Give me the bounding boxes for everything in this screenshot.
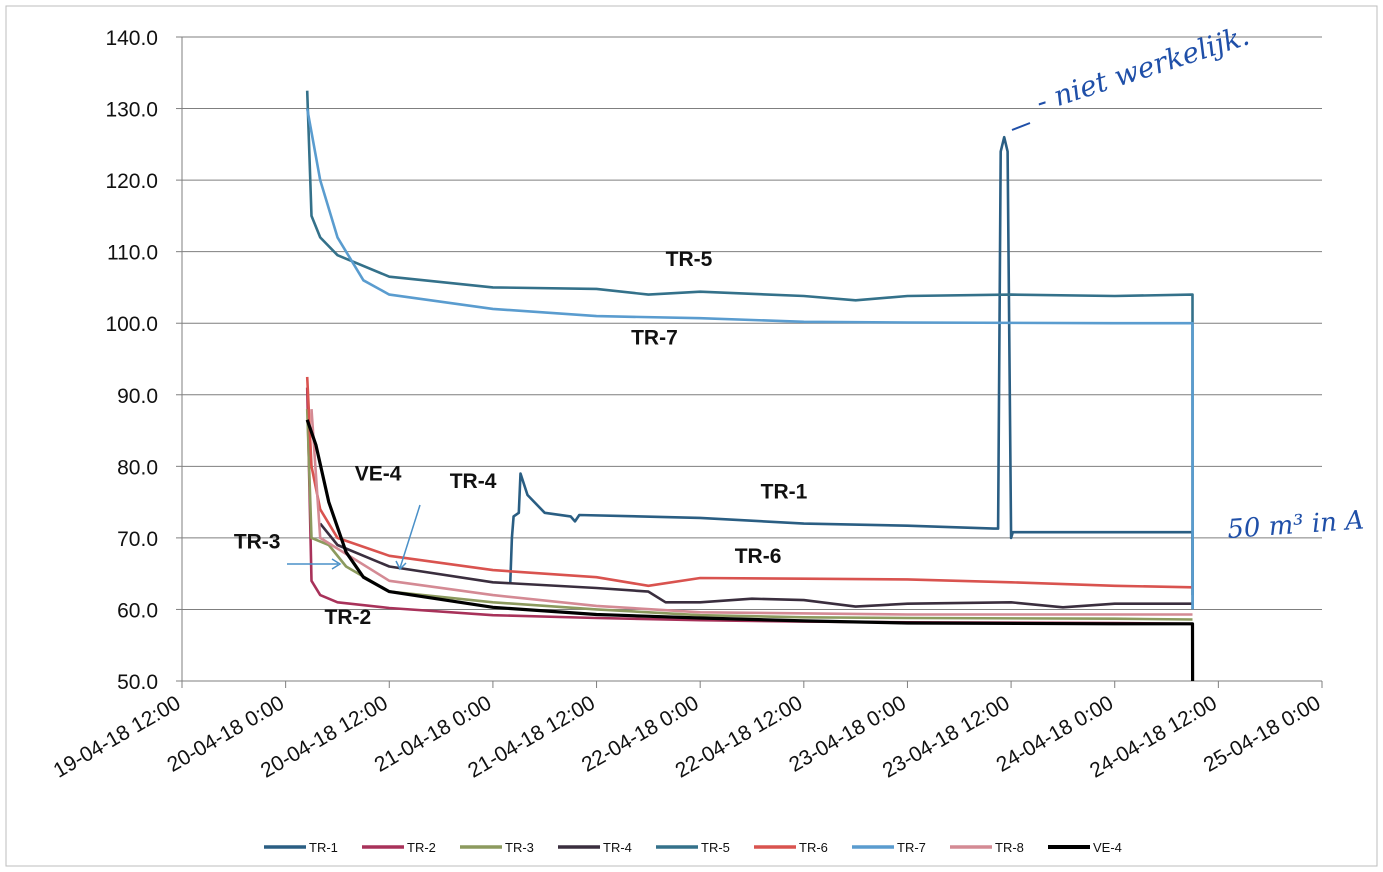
series-line-tr-5	[305, 90, 1194, 610]
annotation-tr-5: TR-5	[666, 248, 713, 271]
legend: TR-1 TR-2 TR-3 TR-4 TR-5 TR-6 TR-7 TR-8 VE-4	[264, 840, 1122, 855]
legend-label-tr-3: TR-3	[505, 840, 534, 855]
y-tick-label: 80.0	[117, 456, 158, 479]
annotation-tr-7: TR-7	[631, 327, 678, 350]
y-tick-label: 110.0	[107, 242, 158, 265]
handwritten-dash	[1011, 122, 1031, 131]
legend-label-ve-4: VE-4	[1093, 840, 1122, 855]
y-tick-label: 130.0	[105, 99, 158, 122]
chart-frame	[5, 5, 1378, 867]
series-lines	[305, 90, 1195, 682]
annotation-tr-1: TR-1	[761, 481, 808, 504]
series-line-tr-3	[305, 409, 1193, 621]
y-tick-label: 100.0	[105, 313, 158, 336]
y-tick-label: 140.0	[105, 27, 158, 50]
series-line-ve-4	[305, 419, 1195, 682]
legend-label-tr-5: TR-5	[701, 840, 730, 855]
series-line-tr-8	[310, 409, 1193, 616]
annotation-ve-4: VE-4	[355, 463, 402, 486]
tr4-pointer-arrow	[399, 504, 421, 569]
annotation-tr-2: TR-2	[325, 606, 372, 629]
legend-label-tr-6: TR-6	[799, 840, 828, 855]
y-tick-label: 70.0	[117, 528, 158, 551]
legend-label-tr-2: TR-2	[407, 840, 436, 855]
y-tick-label: 120.0	[105, 170, 158, 193]
series-annotations: TR-5 TR-7 VE-4 TR-4 TR-1 TR-6 TR-3 TR-2	[234, 248, 808, 629]
annotation-tr-3: TR-3	[234, 531, 281, 554]
series-line-tr-7	[305, 108, 1194, 610]
series-line-tr-1	[508, 135, 1194, 596]
y-tick-label: 50.0	[117, 671, 158, 694]
annotation-tr-4: TR-4	[450, 470, 497, 493]
series-line-tr-4	[319, 522, 1193, 609]
y-tick-label: 60.0	[117, 599, 158, 622]
legend-label-tr-8: TR-8	[995, 840, 1024, 855]
tr3-arrow-head	[331, 558, 342, 570]
series-line-tr-6	[305, 376, 1193, 589]
tr4-arrow-head	[395, 560, 407, 571]
gridlines	[182, 36, 1322, 610]
legend-label-tr-7: TR-7	[897, 840, 926, 855]
legend-label-tr-4: TR-4	[603, 840, 632, 855]
annotation-tr-6: TR-6	[735, 545, 782, 568]
legend-label-tr-1: TR-1	[309, 840, 338, 855]
y-tick-label: 90.0	[117, 385, 158, 408]
